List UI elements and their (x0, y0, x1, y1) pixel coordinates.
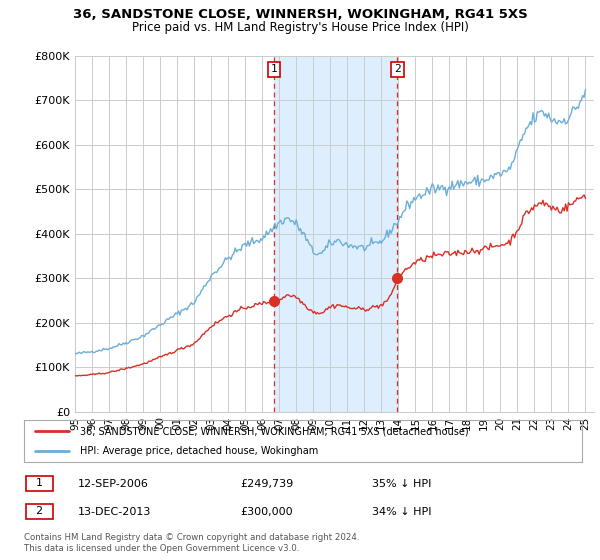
Text: 36, SANDSTONE CLOSE, WINNERSH, WOKINGHAM, RG41 5XS: 36, SANDSTONE CLOSE, WINNERSH, WOKINGHAM… (73, 8, 527, 21)
Text: 34% ↓ HPI: 34% ↓ HPI (372, 507, 431, 517)
Text: 2: 2 (394, 64, 401, 74)
Text: Price paid vs. HM Land Registry's House Price Index (HPI): Price paid vs. HM Land Registry's House … (131, 21, 469, 34)
Text: £249,739: £249,739 (240, 479, 293, 489)
Text: 13-DEC-2013: 13-DEC-2013 (78, 507, 151, 517)
Text: 12-SEP-2006: 12-SEP-2006 (78, 479, 149, 489)
Text: 36, SANDSTONE CLOSE, WINNERSH, WOKINGHAM, RG41 5XS (detached house): 36, SANDSTONE CLOSE, WINNERSH, WOKINGHAM… (80, 426, 469, 436)
Text: 1: 1 (271, 64, 277, 74)
Text: Contains HM Land Registry data © Crown copyright and database right 2024.
This d: Contains HM Land Registry data © Crown c… (24, 533, 359, 553)
Text: 35% ↓ HPI: 35% ↓ HPI (372, 479, 431, 489)
Text: HPI: Average price, detached house, Wokingham: HPI: Average price, detached house, Woki… (80, 446, 318, 456)
Bar (274, 56, 397, 412)
FancyBboxPatch shape (25, 504, 53, 519)
FancyBboxPatch shape (25, 475, 53, 491)
Text: £300,000: £300,000 (240, 507, 293, 517)
Text: 1: 1 (35, 478, 43, 488)
Text: 2: 2 (35, 506, 43, 516)
